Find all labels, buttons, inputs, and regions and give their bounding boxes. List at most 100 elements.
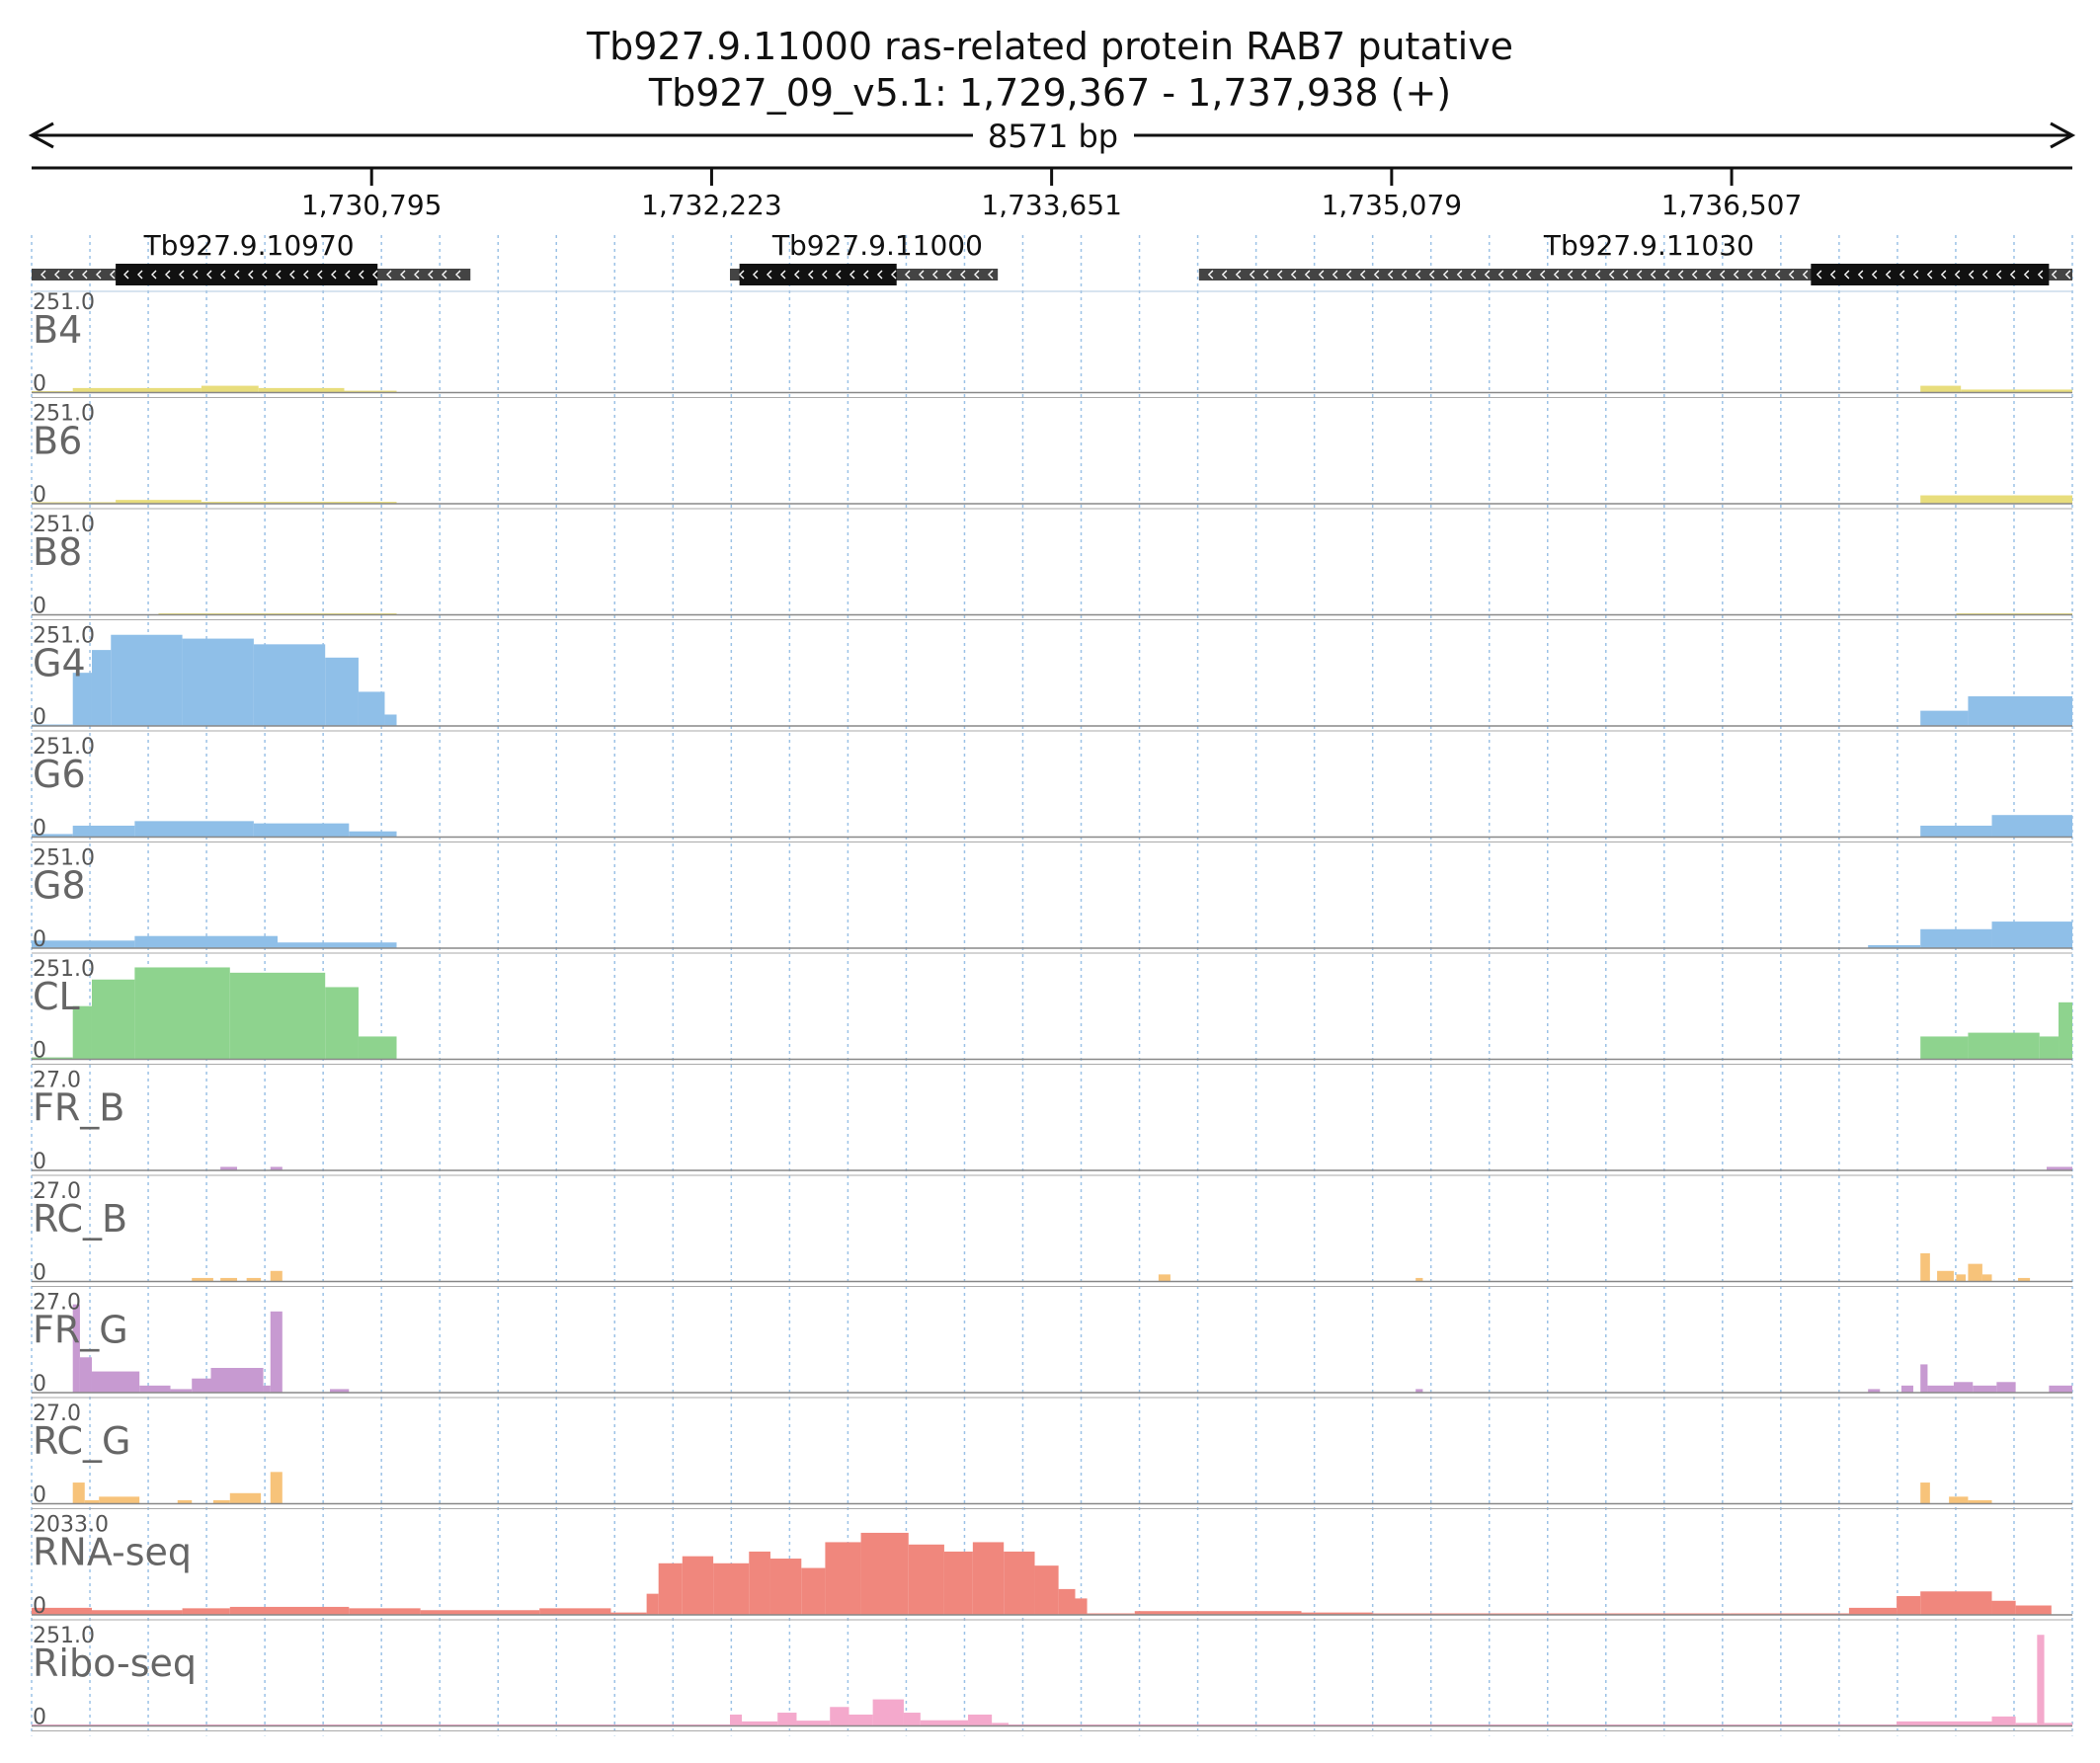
track-max-label: 27.0	[33, 1069, 81, 1093]
coverage-bar	[420, 1610, 540, 1615]
coverage-bar	[2018, 1277, 2031, 1282]
coverage-bar	[749, 1551, 770, 1615]
coverage-bar	[270, 1270, 283, 1282]
track-max-label: 251.0	[33, 1624, 95, 1648]
coverage-bar	[1900, 1385, 1913, 1393]
coverage-bar	[1920, 1036, 1969, 1060]
coverage-bar	[330, 1389, 350, 1393]
coverage-bar	[229, 1606, 350, 1615]
span-length-label: 8571 bp	[988, 118, 1118, 155]
coverage-bar	[1968, 1032, 2040, 1060]
coverage-bar	[2044, 1723, 2072, 1726]
coverage-bar	[1058, 1588, 1076, 1615]
ruler-tick-label: 1,735,079	[1322, 189, 1463, 221]
track-name-label: B4	[33, 308, 82, 352]
coverage-bar	[920, 1720, 969, 1726]
ruler-tick-label: 1,732,223	[641, 189, 782, 221]
coverage-bar	[777, 1713, 797, 1726]
coverage-bar	[170, 1389, 193, 1393]
figure-title-line1: Tb927.9.11000 ras-related protein RAB7 p…	[586, 25, 1513, 68]
coverage-bar	[210, 1367, 264, 1393]
track-name-label: Ribo-seq	[33, 1642, 197, 1685]
coverage-bar	[91, 1610, 183, 1615]
coverage-bar	[1953, 1382, 1974, 1393]
track-g8: 251.0G8 0	[32, 846, 2072, 954]
coverage-bar	[1004, 1551, 1035, 1615]
grid-lines	[31, 235, 2073, 1736]
coverage-bar	[2037, 1635, 2045, 1726]
coverage-bar	[943, 1551, 973, 1615]
coverage-bar	[1991, 1716, 2016, 1726]
track-min-label: 0	[33, 1150, 46, 1174]
coverage-bar	[968, 1714, 993, 1726]
coverage-bar	[358, 1036, 397, 1060]
coverage-bar	[1996, 1382, 2016, 1393]
coverage-bar	[1034, 1565, 1059, 1615]
track-name-label: G4	[33, 642, 86, 685]
coverage-bar	[325, 657, 359, 726]
coverage-bar	[796, 1721, 831, 1726]
coverage-bar	[1991, 815, 2072, 838]
strand-arrows	[1207, 270, 2071, 280]
track-cl: 251.0CL 0	[32, 957, 2072, 1065]
coverage-bar	[253, 823, 350, 838]
track-name-label: FR_B	[33, 1086, 124, 1130]
track-g6: 251.0G6 0	[32, 735, 2072, 842]
coverage-bar	[258, 387, 345, 393]
coverage-bar	[270, 1472, 283, 1504]
coverage-bar	[358, 691, 385, 726]
coverage-bar	[344, 390, 397, 393]
coverage-bar	[1415, 1389, 1423, 1393]
gene-model: Tb927.9.10970	[32, 229, 471, 285]
coverage-bar	[116, 500, 202, 504]
coverage-bar	[270, 1166, 283, 1170]
coverage-bar	[1301, 1612, 1373, 1615]
coverage-bar	[134, 935, 278, 948]
coverage-bar	[72, 825, 135, 838]
coverage-bar	[201, 385, 259, 393]
gene-annotation-track: Tb927.9.10970 Tb927.9.11000 Tb927.9.11030	[32, 229, 2072, 292]
ruler-ticks: 1,730,795 1,732,223 1,733,651 1,735,079 1,73…	[301, 168, 1802, 221]
coverage-bar	[72, 387, 202, 393]
coverage-bar	[79, 1357, 92, 1393]
coverage-bar	[1868, 944, 1921, 948]
coverage-bar	[91, 979, 135, 1060]
track-min-label: 0	[33, 1261, 46, 1286]
track-max-label: 251.0	[33, 402, 95, 427]
track-name-label: B6	[33, 420, 82, 463]
coverage-bar	[134, 821, 254, 838]
gene-model: Tb927.9.11030	[1198, 229, 2072, 285]
track-max-label: 251.0	[33, 846, 95, 871]
coverage-bar	[1158, 1274, 1171, 1282]
track-max-label: 27.0	[33, 1402, 81, 1426]
track-name-label: RC_B	[33, 1197, 127, 1241]
strand-arrows	[40, 270, 461, 280]
track-rc-g: 27.0RC_G 0	[32, 1402, 2072, 1509]
track-min-label: 0	[33, 595, 46, 619]
track-name-label: RC_G	[33, 1419, 131, 1463]
coverage-bar	[992, 1723, 1010, 1726]
coverage-bar	[729, 1714, 743, 1726]
track-min-label: 0	[33, 817, 46, 841]
track-name-label: G8	[33, 864, 86, 908]
track-min-label: 0	[33, 1372, 46, 1397]
coverage-bar	[253, 644, 326, 726]
coverage-bar	[72, 1483, 85, 1504]
track-b6: 251.0B6 0	[32, 402, 2072, 510]
ruler-tick-label: 1,736,507	[1661, 189, 1803, 221]
coverage-bar	[229, 1492, 262, 1504]
coverage-bar	[1968, 1499, 1992, 1504]
track-name-label: CL	[33, 975, 80, 1018]
coverage-bar	[91, 1371, 140, 1393]
track-max-label: 2033.0	[33, 1513, 109, 1538]
coverage-bar	[830, 1707, 849, 1726]
track-min-label: 0	[33, 1594, 46, 1619]
coverage-bar	[1961, 389, 2072, 393]
track-min-label: 0	[33, 1483, 46, 1508]
coverage-bar	[32, 834, 73, 838]
coverage-bar	[182, 1608, 230, 1615]
coverage-bar	[713, 1563, 750, 1615]
coverage-bar	[1968, 1263, 1982, 1282]
